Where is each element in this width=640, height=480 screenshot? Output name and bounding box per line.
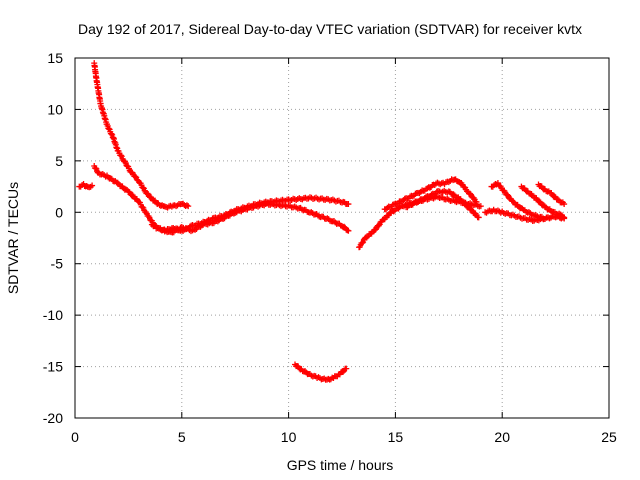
x-axis-label: GPS time / hours	[287, 457, 394, 473]
data-point	[340, 368, 347, 375]
x-tick-label: 0	[71, 429, 79, 445]
data-point	[551, 193, 558, 200]
data-point	[393, 201, 400, 208]
data-point	[185, 203, 192, 210]
data-point	[222, 213, 229, 220]
series-arc-e	[292, 361, 350, 383]
data-point	[343, 365, 350, 372]
data-point	[359, 240, 366, 247]
y-tick-label: -20	[43, 410, 63, 426]
data-point	[117, 152, 124, 159]
x-tick-label: 10	[281, 429, 297, 445]
y-axis-label: SDTVAR / TECUs	[5, 182, 21, 294]
series-arc-g	[381, 176, 480, 213]
data-point	[139, 204, 146, 211]
data-point	[415, 199, 422, 206]
data-point	[375, 222, 382, 229]
y-tick-label: 10	[47, 101, 63, 117]
data-point	[561, 214, 568, 221]
data-point	[384, 204, 391, 211]
data-point	[405, 202, 412, 209]
x-tick-label: 15	[388, 429, 404, 445]
data-point	[345, 227, 352, 234]
data-point	[477, 203, 484, 210]
series-arc-d	[148, 200, 352, 236]
grid-lines	[75, 58, 609, 418]
x-tick-label: 20	[494, 429, 510, 445]
x-tick-label: 5	[178, 429, 186, 445]
series-arc-k	[535, 181, 568, 208]
data-point	[371, 226, 378, 233]
data-point	[214, 218, 221, 225]
x-tick-label: 25	[601, 429, 617, 445]
series-arc-h	[403, 187, 482, 221]
data-point	[192, 226, 199, 233]
x-ticks: 0 5 10 15 20 25	[71, 58, 617, 445]
y-ticks: 15 10 5 0 -5 -10 -15 -20	[43, 50, 609, 426]
data-point	[183, 202, 190, 209]
data-point	[89, 182, 96, 189]
y-tick-label: -15	[43, 359, 63, 375]
y-tick-label: 0	[55, 204, 63, 220]
data-point	[345, 201, 352, 208]
data-point	[465, 203, 472, 210]
data-point	[144, 190, 151, 197]
data-point	[174, 202, 181, 209]
series-arc-l	[482, 206, 568, 224]
plot-frame	[74, 57, 610, 419]
y-tick-label: 15	[47, 50, 63, 66]
data-point	[561, 201, 568, 208]
data-point	[468, 206, 475, 213]
data-point	[554, 196, 561, 203]
data-points	[76, 60, 568, 383]
data-point	[341, 223, 348, 230]
data-point	[536, 198, 543, 205]
data-point	[87, 183, 94, 190]
series-arc-a	[76, 181, 96, 191]
data-point	[450, 191, 457, 198]
data-point	[504, 191, 511, 198]
y-tick-label: -10	[43, 307, 63, 323]
series-arc-j	[518, 183, 566, 219]
chart-title: Day 192 of 2017, Sidereal Day-to-day VTE…	[78, 21, 582, 37]
data-point	[475, 214, 482, 221]
data-point	[466, 190, 473, 197]
y-tick-label: 5	[55, 153, 63, 169]
data-point	[473, 199, 480, 205]
y-tick-label: -5	[51, 256, 64, 272]
data-point	[525, 209, 532, 216]
series-arc-b	[91, 60, 192, 211]
data-point	[132, 173, 139, 180]
